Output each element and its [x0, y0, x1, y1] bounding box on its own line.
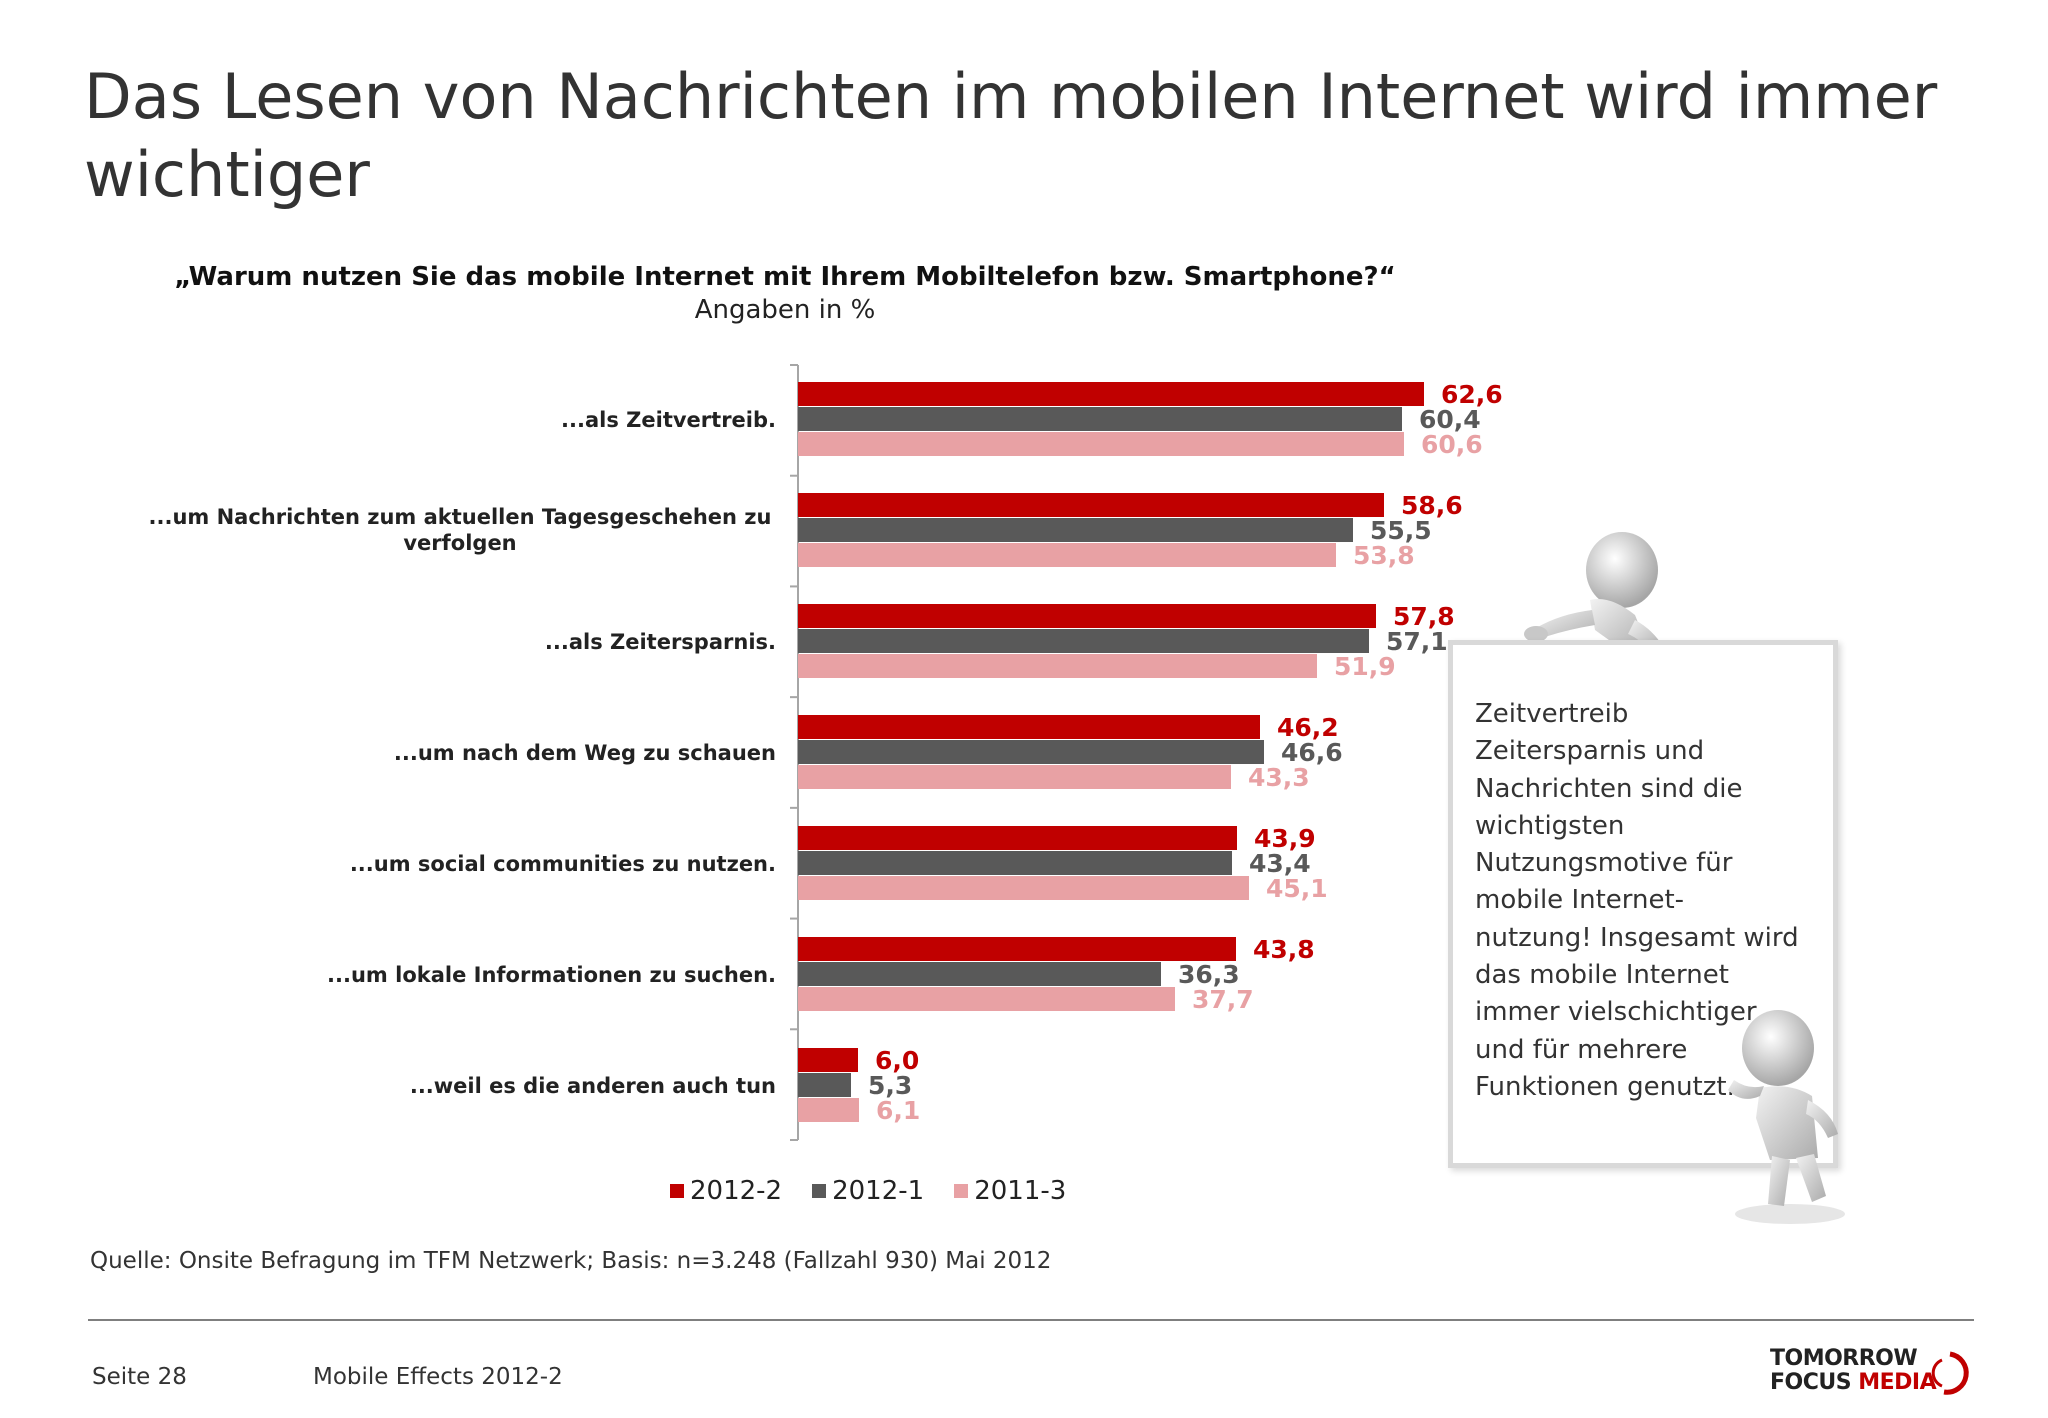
note-line: wichtigsten: [1475, 810, 1625, 841]
value-label: 36,3: [1178, 960, 1240, 989]
bar-2012-1: [798, 407, 1402, 431]
note-line: das mobile Internet: [1475, 960, 1729, 991]
legend-swatch: [670, 1184, 684, 1198]
bar-2011-3: [798, 432, 1404, 456]
value-label: 6,0: [875, 1046, 919, 1075]
bar-2011-3: [798, 876, 1249, 900]
category-label: ...weil es die anderen auch tun: [410, 1074, 776, 1098]
bar-2011-3: [798, 1098, 859, 1122]
value-label: 55,5: [1370, 516, 1432, 545]
legend-item: 2011-3: [954, 1176, 1066, 1206]
legend-swatch: [954, 1184, 969, 1198]
value-label: 43,9: [1254, 824, 1316, 853]
note-line: Nachrichten sind die: [1475, 773, 1743, 804]
value-label: 46,6: [1281, 738, 1343, 767]
category-label-line: ...um Nachrichten zum aktuellen Tagesges…: [149, 505, 772, 529]
category-label: ...um social communities zu nutzen.: [350, 852, 776, 876]
logo-line-2: FOCUS MEDIA: [1770, 1370, 1937, 1395]
value-label: 5,3: [868, 1071, 912, 1100]
value-label: 53,8: [1353, 541, 1415, 570]
bar-2012-1: [798, 1073, 851, 1097]
value-label: 45,1: [1266, 874, 1328, 903]
legend-item: 2012-2: [670, 1176, 782, 1206]
value-label: 43,4: [1249, 849, 1311, 878]
note-line: mobile Internet-: [1475, 885, 1685, 916]
note-line: und für mehrere: [1475, 1034, 1688, 1065]
bar-2012-1: [798, 740, 1264, 764]
tomorrow-focus-media-logo: TOMORROW FOCUS MEDIA: [1770, 1346, 1980, 1396]
value-label: 43,8: [1253, 935, 1315, 964]
bar-2011-3: [798, 543, 1336, 567]
chart-question: „Warum nutzen Sie das mobile Internet mi…: [174, 262, 1396, 292]
value-label: 60,4: [1419, 405, 1481, 434]
note-text: Zeitvertreib Zeitersparnis und Nachrichten…: [1475, 696, 1835, 1106]
category-label: ...als Zeitvertreib.: [561, 408, 776, 432]
footer-divider: [88, 1319, 1974, 1321]
value-label: 6,1: [876, 1096, 920, 1125]
note-line: Zeitvertreib: [1475, 699, 1629, 729]
legend-swatch: [812, 1184, 827, 1198]
legend-label: 2012-2: [690, 1176, 783, 1206]
legend-label: 2012-1: [832, 1176, 925, 1206]
legend-item: 2012-1: [812, 1176, 924, 1206]
category-label-line: verfolgen: [403, 531, 516, 555]
bar-2011-3: [798, 987, 1175, 1011]
figure-side-illustration: [1728, 1010, 1845, 1224]
category-label: ...als Zeitersparnis.: [545, 630, 776, 654]
logo-line-1: TOMORROW: [1770, 1346, 1918, 1371]
slide-title: Das Lesen von Nachrichten im mobilen Int…: [84, 60, 1938, 211]
note-line: Zeitersparnis und: [1475, 736, 1705, 767]
bar-2012-2: [798, 493, 1384, 517]
value-label: 37,7: [1192, 985, 1254, 1014]
bar-2012-2: [798, 604, 1376, 628]
value-label: 60,6: [1421, 430, 1483, 459]
value-label: 46,2: [1277, 713, 1339, 742]
category-label: ...um nach dem Weg zu schauen: [394, 741, 776, 765]
source-note: Quelle: Onsite Befragung im TFM Netzwerk…: [90, 1248, 1052, 1274]
document-name: Mobile Effects 2012-2: [313, 1364, 563, 1390]
bar-2012-1: [798, 629, 1369, 653]
value-label: 57,1: [1386, 627, 1448, 656]
value-label: 51,9: [1334, 652, 1396, 681]
bar-2011-3: [798, 654, 1317, 678]
note-line: Nutzungsmotive für: [1475, 848, 1733, 879]
logo-word-focus: FOCUS: [1770, 1370, 1859, 1395]
bar-2012-2: [798, 826, 1237, 850]
logo-ring-icon: [1931, 1351, 1969, 1395]
bar-2011-3: [798, 765, 1231, 789]
bar-2012-2: [798, 715, 1260, 739]
logo-word-media: MEDIA: [1858, 1370, 1937, 1395]
bar-2012-1: [798, 962, 1161, 986]
chart-legend: 2012-2 2012-1 2011-3: [670, 1174, 1066, 1208]
page-number: Seite 28: [92, 1364, 187, 1390]
note-line: immer vielschichtiger: [1475, 997, 1757, 1028]
legend-label: 2011-3: [974, 1176, 1067, 1206]
category-label: ...um lokale Informationen zu suchen.: [327, 963, 776, 987]
bar-2012-2: [798, 382, 1424, 406]
note-line: Funktionen genutzt.: [1475, 1071, 1735, 1102]
note-line: nutzung! Insgesamt wird: [1475, 922, 1799, 953]
value-label: 57,8: [1393, 602, 1455, 631]
value-label: 43,3: [1248, 763, 1310, 792]
bar-2012-1: [798, 518, 1353, 542]
value-label: 58,6: [1401, 491, 1463, 520]
bar-2012-2: [798, 1048, 858, 1072]
value-label: 62,6: [1441, 380, 1503, 409]
bar-2012-1: [798, 851, 1232, 875]
bar-2012-2: [798, 937, 1236, 961]
chart-unit: Angaben in %: [694, 295, 876, 325]
category-label: ...um Nachrichten zum aktuellen Tagesges…: [149, 505, 772, 555]
